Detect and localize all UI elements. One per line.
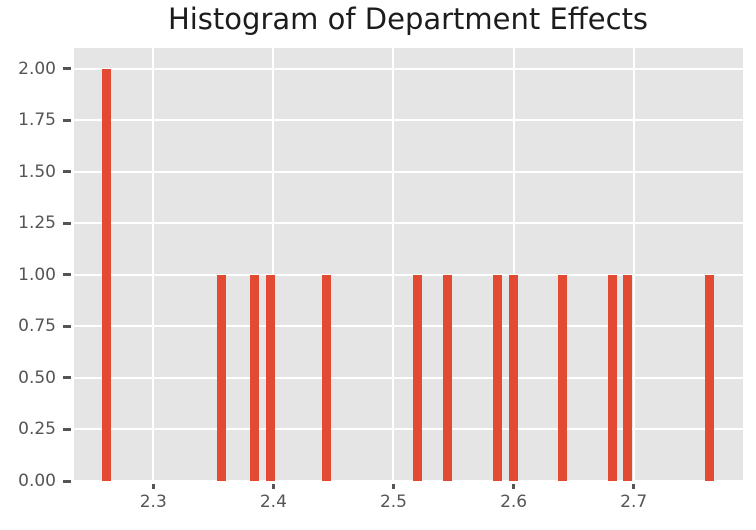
histogram-bar bbox=[509, 274, 519, 481]
histogram-bar bbox=[249, 274, 259, 481]
x-tick-label: 2.7 bbox=[620, 492, 648, 512]
y-tick-mark bbox=[63, 427, 71, 431]
gridline-horizontal bbox=[74, 67, 743, 70]
y-tick-label: 1.00 bbox=[18, 264, 56, 285]
x-tick-mark bbox=[512, 484, 516, 489]
y-tick-mark bbox=[63, 170, 71, 174]
gridline-horizontal bbox=[74, 119, 743, 122]
chart-title: Histogram of Department Effects bbox=[167, 2, 649, 36]
histogram-bar bbox=[321, 274, 331, 481]
y-tick-label: 1.50 bbox=[18, 161, 56, 182]
gridline-horizontal bbox=[74, 376, 743, 379]
y-tick-label: 0.50 bbox=[18, 367, 56, 388]
y-tick-label: 0.00 bbox=[18, 471, 56, 491]
x-tick-label: 2.3 bbox=[139, 492, 167, 512]
gridline-vertical bbox=[272, 48, 275, 481]
y-tick-mark bbox=[63, 273, 71, 277]
histogram-bar bbox=[101, 68, 111, 481]
gridline-vertical bbox=[152, 48, 155, 481]
gridline-vertical bbox=[632, 48, 635, 481]
y-tick-mark bbox=[63, 479, 71, 483]
gridline-horizontal bbox=[74, 480, 743, 481]
y-tick-mark bbox=[63, 376, 71, 380]
x-tick-mark bbox=[632, 484, 636, 489]
plot-area bbox=[74, 48, 743, 481]
y-tick-label: 0.25 bbox=[18, 419, 56, 440]
histogram-bar bbox=[443, 274, 453, 481]
histogram-bar bbox=[413, 274, 422, 481]
x-tick-label: 2.4 bbox=[259, 492, 287, 512]
y-tick-label: 2.00 bbox=[18, 58, 56, 79]
histogram-bar bbox=[623, 274, 633, 481]
gridline-horizontal bbox=[74, 325, 743, 328]
y-tick-label: 0.75 bbox=[18, 316, 56, 337]
y-tick-label: 1.75 bbox=[18, 110, 56, 131]
histogram-bar bbox=[217, 274, 227, 481]
y-tick-mark bbox=[63, 118, 71, 122]
x-tick-mark bbox=[391, 484, 395, 489]
histogram-bar bbox=[704, 274, 714, 481]
x-tick-label: 2.5 bbox=[379, 492, 408, 512]
y-tick-label: 1.25 bbox=[18, 213, 56, 234]
histogram-bar bbox=[607, 274, 617, 481]
histogram-bar bbox=[266, 274, 276, 481]
histogram-bar bbox=[493, 274, 503, 481]
x-tick-label: 2.6 bbox=[500, 492, 528, 512]
histogram-bar bbox=[558, 274, 568, 481]
y-tick-mark bbox=[63, 67, 71, 71]
gridline-vertical bbox=[392, 48, 395, 481]
gridline-horizontal bbox=[74, 428, 743, 431]
gridline-horizontal bbox=[74, 222, 743, 225]
gridline-vertical bbox=[512, 48, 515, 481]
y-tick-mark bbox=[63, 324, 71, 328]
x-tick-mark bbox=[271, 484, 275, 489]
y-tick-mark bbox=[63, 221, 71, 225]
x-tick-mark bbox=[151, 484, 155, 489]
gridline-horizontal bbox=[74, 273, 743, 276]
gridline-horizontal bbox=[74, 170, 743, 173]
